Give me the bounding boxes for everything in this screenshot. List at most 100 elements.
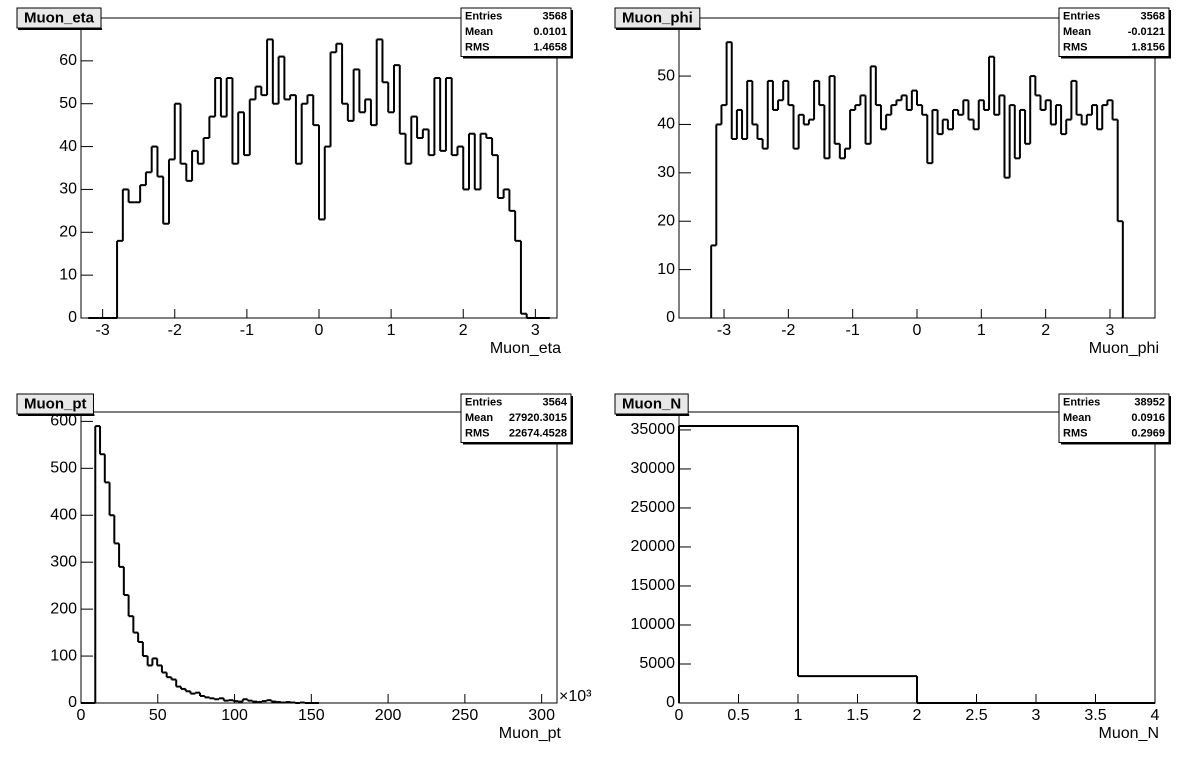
x-tick-label: -3 xyxy=(717,322,731,339)
y-tick-label: 10 xyxy=(657,261,675,278)
y-tick-label: 0 xyxy=(68,309,77,326)
y-tick-label: 500 xyxy=(50,460,77,477)
x-tick-label: 2 xyxy=(913,707,922,724)
x-tick-label: 3 xyxy=(1032,707,1041,724)
stats-value: 0.2969 xyxy=(1131,427,1165,439)
stats-value: 3568 xyxy=(543,10,567,22)
stats-value: 0.0101 xyxy=(533,26,567,38)
x-tick-label: 0.5 xyxy=(727,707,749,724)
stats-value: 3564 xyxy=(543,396,568,408)
x-tick-label: 0 xyxy=(913,322,922,339)
stats-label: Entries xyxy=(465,10,502,22)
x-tick-label: 1 xyxy=(794,707,803,724)
y-tick-label: 40 xyxy=(59,138,77,155)
stats-label: RMS xyxy=(1063,41,1087,53)
y-tick-label: 35000 xyxy=(631,421,676,438)
x-tick-label: 100 xyxy=(221,707,248,724)
y-tick-label: 0 xyxy=(666,309,675,326)
stats-box xyxy=(460,393,572,443)
x-multiplier: ×10³ xyxy=(559,688,592,705)
stats-value: -0.0121 xyxy=(1128,26,1165,38)
x-tick-label: 300 xyxy=(528,707,555,724)
x-axis-title: Muon_N xyxy=(1099,725,1159,742)
x-tick-label: -1 xyxy=(846,322,860,339)
stats-box xyxy=(460,7,572,57)
x-tick-label: 150 xyxy=(298,707,325,724)
x-tick-label: 0 xyxy=(675,707,684,724)
stats-value: 1.4658 xyxy=(533,41,567,53)
stats-label: RMS xyxy=(1063,427,1087,439)
y-tick-label: 15000 xyxy=(631,577,676,594)
stats-value: 0.0916 xyxy=(1131,412,1165,424)
x-tick-label: 250 xyxy=(452,707,479,724)
x-tick-label: -1 xyxy=(240,322,254,339)
y-tick-label: 20 xyxy=(657,212,675,229)
x-tick-label: 3.5 xyxy=(1084,707,1106,724)
y-tick-label: 100 xyxy=(50,647,77,664)
x-tick-label: 2 xyxy=(459,322,468,339)
y-tick-label: 300 xyxy=(50,553,77,570)
stats-box xyxy=(1058,393,1170,443)
x-tick-label: 1.5 xyxy=(846,707,868,724)
y-tick-label: 60 xyxy=(59,52,77,69)
x-tick-label: 4 xyxy=(1151,707,1160,724)
x-axis-title: Muon_phi xyxy=(1089,340,1159,357)
x-tick-label: 3 xyxy=(1106,322,1115,339)
x-tick-label: 0 xyxy=(315,322,324,339)
y-tick-label: 200 xyxy=(50,600,77,617)
stats-value: 22674.4528 xyxy=(509,427,567,439)
stats-label: Mean xyxy=(1063,412,1091,424)
histogram-pad: 0 5000 10000 15000 20000 25000 30000 35000 0 0.5 1… xyxy=(614,393,1171,742)
histogram-title: Muon_pt xyxy=(24,395,86,412)
x-tick-label: 2.5 xyxy=(965,707,987,724)
stats-label: Mean xyxy=(465,412,493,424)
x-axis-title: Muon_pt xyxy=(499,725,562,742)
stats-box xyxy=(1058,7,1170,57)
plot-frame xyxy=(678,411,1156,704)
x-axis-title: Muon_eta xyxy=(490,340,561,357)
stats-label: Entries xyxy=(1063,10,1100,22)
x-tick-label: 0 xyxy=(77,707,86,724)
y-tick-label: 0 xyxy=(68,694,77,711)
y-tick-label: 20000 xyxy=(631,538,676,555)
stats-label: RMS xyxy=(465,41,489,53)
y-tick-label: 30 xyxy=(657,164,675,181)
x-tick-label: -3 xyxy=(96,322,110,339)
y-tick-label: 10000 xyxy=(631,616,676,633)
x-tick-label: 1 xyxy=(387,322,396,339)
stats-value: 27920.3015 xyxy=(509,412,567,424)
y-tick-label: 10 xyxy=(59,266,77,283)
y-tick-label: 50 xyxy=(59,95,77,112)
stats-value: 1.8156 xyxy=(1131,41,1165,53)
y-tick-label: 600 xyxy=(50,413,77,430)
x-tick-label: -2 xyxy=(168,322,182,339)
y-tick-label: 25000 xyxy=(631,499,676,516)
x-tick-label: 200 xyxy=(375,707,402,724)
histogram-title: Muon_N xyxy=(622,395,681,412)
stats-label: RMS xyxy=(465,427,489,439)
plot-frame xyxy=(678,17,1156,319)
histogram-title: Muon_phi xyxy=(622,9,693,26)
stats-value: 3568 xyxy=(1141,10,1165,22)
stats-value: 38952 xyxy=(1134,396,1165,408)
y-tick-label: 30 xyxy=(59,181,77,198)
x-tick-label: 1 xyxy=(977,322,986,339)
x-tick-label: -2 xyxy=(781,322,795,339)
y-tick-label: 20 xyxy=(59,224,77,241)
stats-label: Entries xyxy=(465,396,502,408)
x-tick-label: 2 xyxy=(1041,322,1050,339)
histogram-title: Muon_eta xyxy=(24,9,95,26)
y-tick-label: 0 xyxy=(666,694,675,711)
stats-label: Entries xyxy=(1063,396,1100,408)
y-tick-label: 40 xyxy=(657,116,675,133)
y-tick-label: 50 xyxy=(657,67,675,84)
stats-label: Mean xyxy=(465,26,493,38)
y-tick-label: 30000 xyxy=(631,460,676,477)
x-tick-label: 3 xyxy=(531,322,540,339)
stats-label: Mean xyxy=(1063,26,1091,38)
x-tick-label: 50 xyxy=(149,707,167,724)
